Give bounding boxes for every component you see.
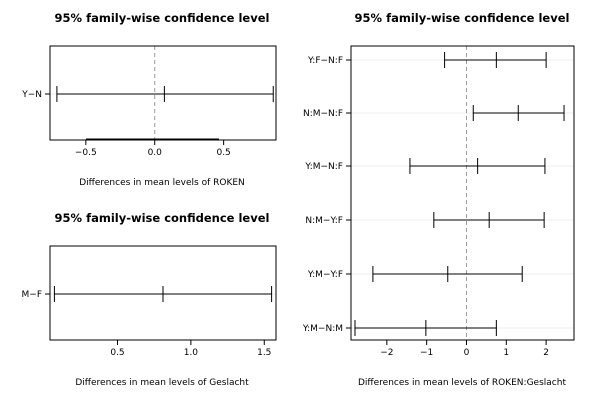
- plot-frame: [49, 45, 277, 141]
- y-tick-label: N:M−N:F: [303, 109, 343, 119]
- chart-title: 95% family-wise confidence level: [355, 11, 570, 25]
- chart-title: 95% family-wise confidence level: [55, 11, 270, 25]
- y-tick-label: Y−N: [21, 90, 42, 100]
- x-tick-label: 0: [464, 348, 470, 358]
- panel-roken-geslacht: 95% family-wise confidence level Differe…: [302, 11, 575, 388]
- x-tick-label: −1: [420, 348, 433, 358]
- panel-roken: 95% family-wise confidence level Differe…: [21, 11, 277, 188]
- x-tick-label: −0.5: [75, 148, 97, 158]
- plot-frame: [350, 45, 575, 341]
- y-tick-label: Y:F−N:F: [307, 56, 343, 66]
- y-tick-label: N:M−Y:F: [305, 216, 343, 226]
- x-tick-label: 1: [503, 348, 509, 358]
- x-tick-label: 2: [543, 348, 549, 358]
- y-tick-label: Y:M−N:M: [302, 324, 343, 334]
- x-tick-label: 1.0: [184, 348, 199, 358]
- x-axis-label: Differences in mean levels of ROKEN:Gesl…: [358, 378, 566, 388]
- x-tick-label: 1.5: [257, 348, 271, 358]
- x-tick-label: 0.5: [216, 148, 230, 158]
- x-axis-label: Differences in mean levels of Geslacht: [75, 378, 249, 388]
- x-tick-label: −2: [380, 348, 393, 358]
- x-tick-label: 0.5: [110, 348, 124, 358]
- y-tick-label: Y:M−Y:F: [307, 270, 343, 280]
- x-axis-label: Differences in mean levels of ROKEN: [79, 178, 245, 188]
- plot-frame: [49, 245, 277, 341]
- y-tick-label: M−F: [22, 290, 42, 300]
- panel-geslacht: 95% family-wise confidence level Differe…: [22, 211, 277, 388]
- chart-title: 95% family-wise confidence level: [55, 211, 270, 225]
- y-tick-label: Y:M−N:F: [304, 162, 343, 172]
- x-tick-label: 0.0: [148, 148, 163, 158]
